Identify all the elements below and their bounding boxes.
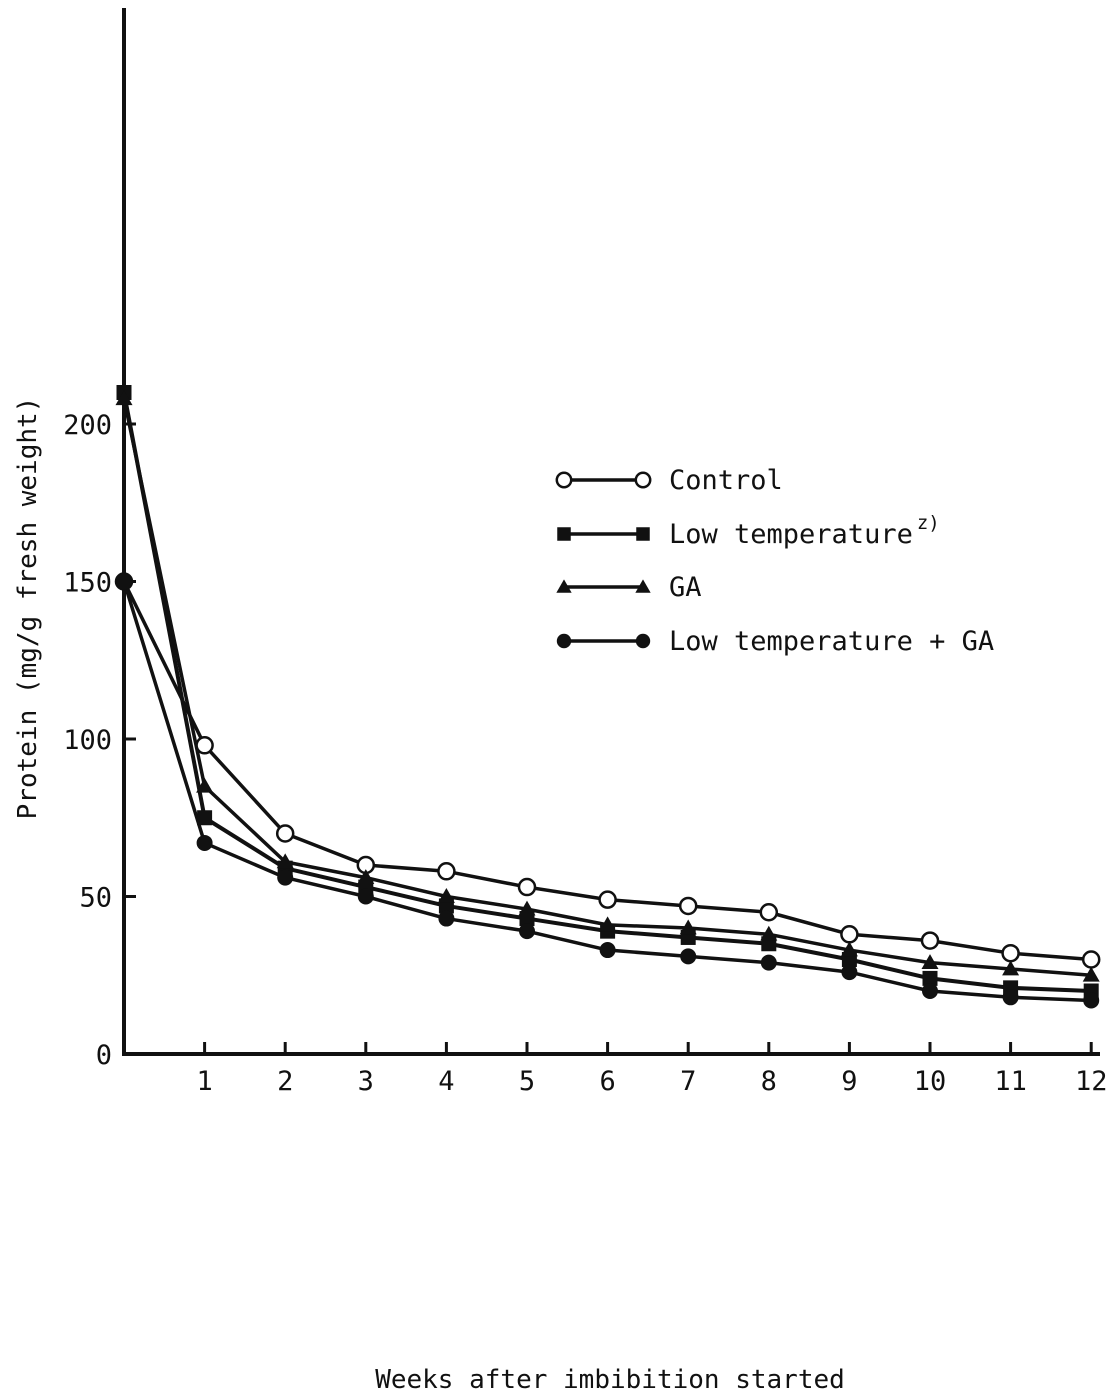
legend-label-superscript: z) (917, 512, 940, 534)
series-markers (114, 385, 1101, 1009)
filled-circle-marker-s4 (1083, 992, 1100, 1009)
legend-label-text: Low temperature (669, 519, 913, 550)
x-tick-label: 6 (599, 1066, 615, 1097)
open-circle-marker-s1 (759, 903, 779, 922)
x-tick-label: 2 (277, 1066, 293, 1097)
x-axis-title: Weeks after imbibition started (375, 1365, 845, 1395)
x-tick-label: 1 (196, 1066, 212, 1097)
open-circle-marker-s1 (840, 925, 859, 944)
open-circle-marker-s1 (437, 862, 456, 881)
x-tick-label: 3 (358, 1066, 374, 1097)
filled-square-marker-s2 (197, 810, 213, 826)
filled-triangle-marker-s3 (679, 919, 697, 935)
filled-triangle-marker-s3 (357, 869, 375, 884)
y-tick-label: 50 (79, 883, 112, 914)
open-circle-marker-s1 (195, 736, 214, 755)
filled-circle-marker-legend-right (635, 633, 651, 649)
filled-circle-marker-s4 (680, 948, 697, 965)
x-tick-label: 4 (438, 1066, 454, 1097)
series-lines (122, 392, 1092, 1003)
series-line-3 (122, 398, 1092, 977)
open-circle-marker-s1 (920, 931, 940, 950)
legend: Control Low temperature z) GA Low temperatur… (555, 465, 994, 657)
y-tick-label: 200 (63, 410, 112, 441)
x-tick-label: 5 (519, 1066, 535, 1097)
x-tick-label: 9 (841, 1066, 857, 1097)
y-tick-label: 100 (63, 725, 112, 756)
legend-label-text: Low temperature + GA (669, 626, 994, 657)
open-circle-marker-s1 (517, 877, 537, 897)
filled-circle-marker-legend-left (556, 633, 572, 649)
y-axis-title: Protein (mg/g fresh weight) (13, 397, 43, 820)
open-circle-marker-legend-left (555, 471, 573, 489)
filled-circle-marker-s4 (599, 942, 616, 959)
filled-square-marker-legend-right (636, 527, 650, 541)
legend-label-text: GA (669, 572, 702, 603)
filled-circle-marker-s4 (760, 954, 777, 971)
legend-label: Control (669, 465, 783, 496)
filled-triangle-marker-s3 (276, 853, 294, 869)
y-tick-label: 150 (63, 568, 112, 599)
filled-triangle-marker-legend-right (635, 579, 651, 593)
filled-triangle-marker-s3 (115, 390, 133, 406)
filled-triangle-marker-s3 (196, 777, 214, 793)
filled-circle-marker-s4 (438, 910, 455, 927)
legend-label: Low temperature + GA (669, 626, 994, 657)
x-tick-label: 7 (680, 1066, 696, 1097)
filled-circle-marker-s4 (196, 834, 213, 851)
legend-label-text: Control (669, 465, 783, 496)
open-circle-marker-s1 (1001, 943, 1020, 963)
open-circle-marker-legend-right (634, 471, 652, 489)
filled-square-marker-s2 (922, 970, 938, 986)
y-tick-label: 0 (96, 1040, 112, 1071)
open-circle-marker-s1 (598, 890, 617, 909)
filled-triangle-marker-s3 (599, 916, 617, 932)
open-circle-marker-s1 (275, 824, 295, 843)
filled-triangle-marker-s3 (437, 888, 455, 903)
filled-triangle-marker-legend-left (556, 579, 572, 593)
legend-label: Low temperature z) (669, 512, 940, 550)
filled-circle-marker-s4 (519, 923, 535, 940)
filled-circle-marker-s4 (1002, 989, 1019, 1006)
filled-triangle-marker-s3 (840, 941, 858, 957)
filled-triangle-marker-s3 (518, 900, 536, 916)
filled-triangle-marker-s3 (760, 925, 778, 941)
open-circle-marker-s1 (1081, 950, 1101, 969)
x-tick-label: 10 (914, 1066, 947, 1097)
filled-circle-marker-s4 (277, 869, 294, 886)
x-tick-label: 8 (761, 1066, 777, 1097)
filled-square-marker-legend-left (557, 527, 571, 541)
legend-label: GA (669, 572, 702, 603)
filled-circle-marker-s4 (841, 964, 858, 981)
filled-circle-marker-s4 (357, 888, 374, 905)
filled-triangle-marker-s3 (921, 954, 939, 970)
filled-triangle-marker-s3 (1002, 960, 1020, 976)
x-tick-label: 12 (1075, 1066, 1108, 1097)
filled-triangle-marker-s3 (1082, 966, 1100, 982)
filled-circle-marker-s4 (116, 573, 132, 590)
open-circle-marker-s1 (678, 896, 698, 916)
x-tick-label: 11 (994, 1066, 1027, 1097)
filled-circle-marker-s4 (922, 983, 938, 999)
